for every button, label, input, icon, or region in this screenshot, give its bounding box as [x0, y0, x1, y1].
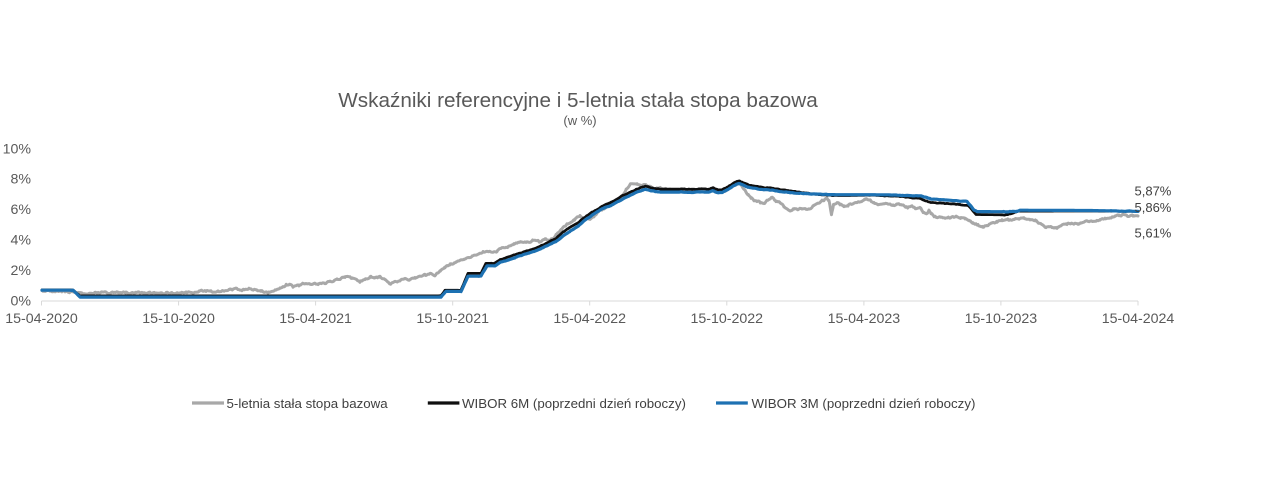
svg-text:4%: 4%: [10, 233, 31, 249]
svg-text:15-04-2021: 15-04-2021: [279, 311, 352, 327]
svg-text:5,61%: 5,61%: [1135, 225, 1172, 240]
svg-text:15-04-2020: 15-04-2020: [5, 311, 78, 327]
svg-text:WIBOR 6M (poprzedni dzień robo: WIBOR 6M (poprzedni dzień roboczy): [462, 396, 686, 411]
svg-text:6%: 6%: [10, 202, 31, 218]
svg-text:0%: 0%: [10, 293, 31, 309]
svg-text:8%: 8%: [10, 172, 31, 188]
svg-text:15-10-2021: 15-10-2021: [416, 311, 489, 327]
svg-text:15-04-2023: 15-04-2023: [828, 311, 901, 327]
svg-text:5,86%: 5,86%: [1135, 200, 1172, 215]
svg-text:WIBOR 3M (poprzedni dzień robo: WIBOR 3M (poprzedni dzień roboczy): [752, 396, 976, 411]
svg-text:15-10-2023: 15-10-2023: [965, 311, 1038, 327]
svg-text:Wskaźniki referencyjne i 5-let: Wskaźniki referencyjne i 5-letnia stała …: [338, 89, 818, 112]
svg-text:(w %): (w %): [563, 113, 596, 128]
svg-text:15-10-2020: 15-10-2020: [142, 311, 215, 327]
svg-text:5-letnia stała stopa bazowa: 5-letnia stała stopa bazowa: [227, 396, 389, 411]
svg-text:15-04-2024: 15-04-2024: [1102, 311, 1175, 327]
svg-text:15-10-2022: 15-10-2022: [691, 311, 764, 327]
svg-text:2%: 2%: [10, 263, 31, 279]
svg-text:5,87%: 5,87%: [1135, 184, 1172, 199]
svg-text:10%: 10%: [3, 141, 32, 157]
svg-text:15-04-2022: 15-04-2022: [553, 311, 626, 327]
